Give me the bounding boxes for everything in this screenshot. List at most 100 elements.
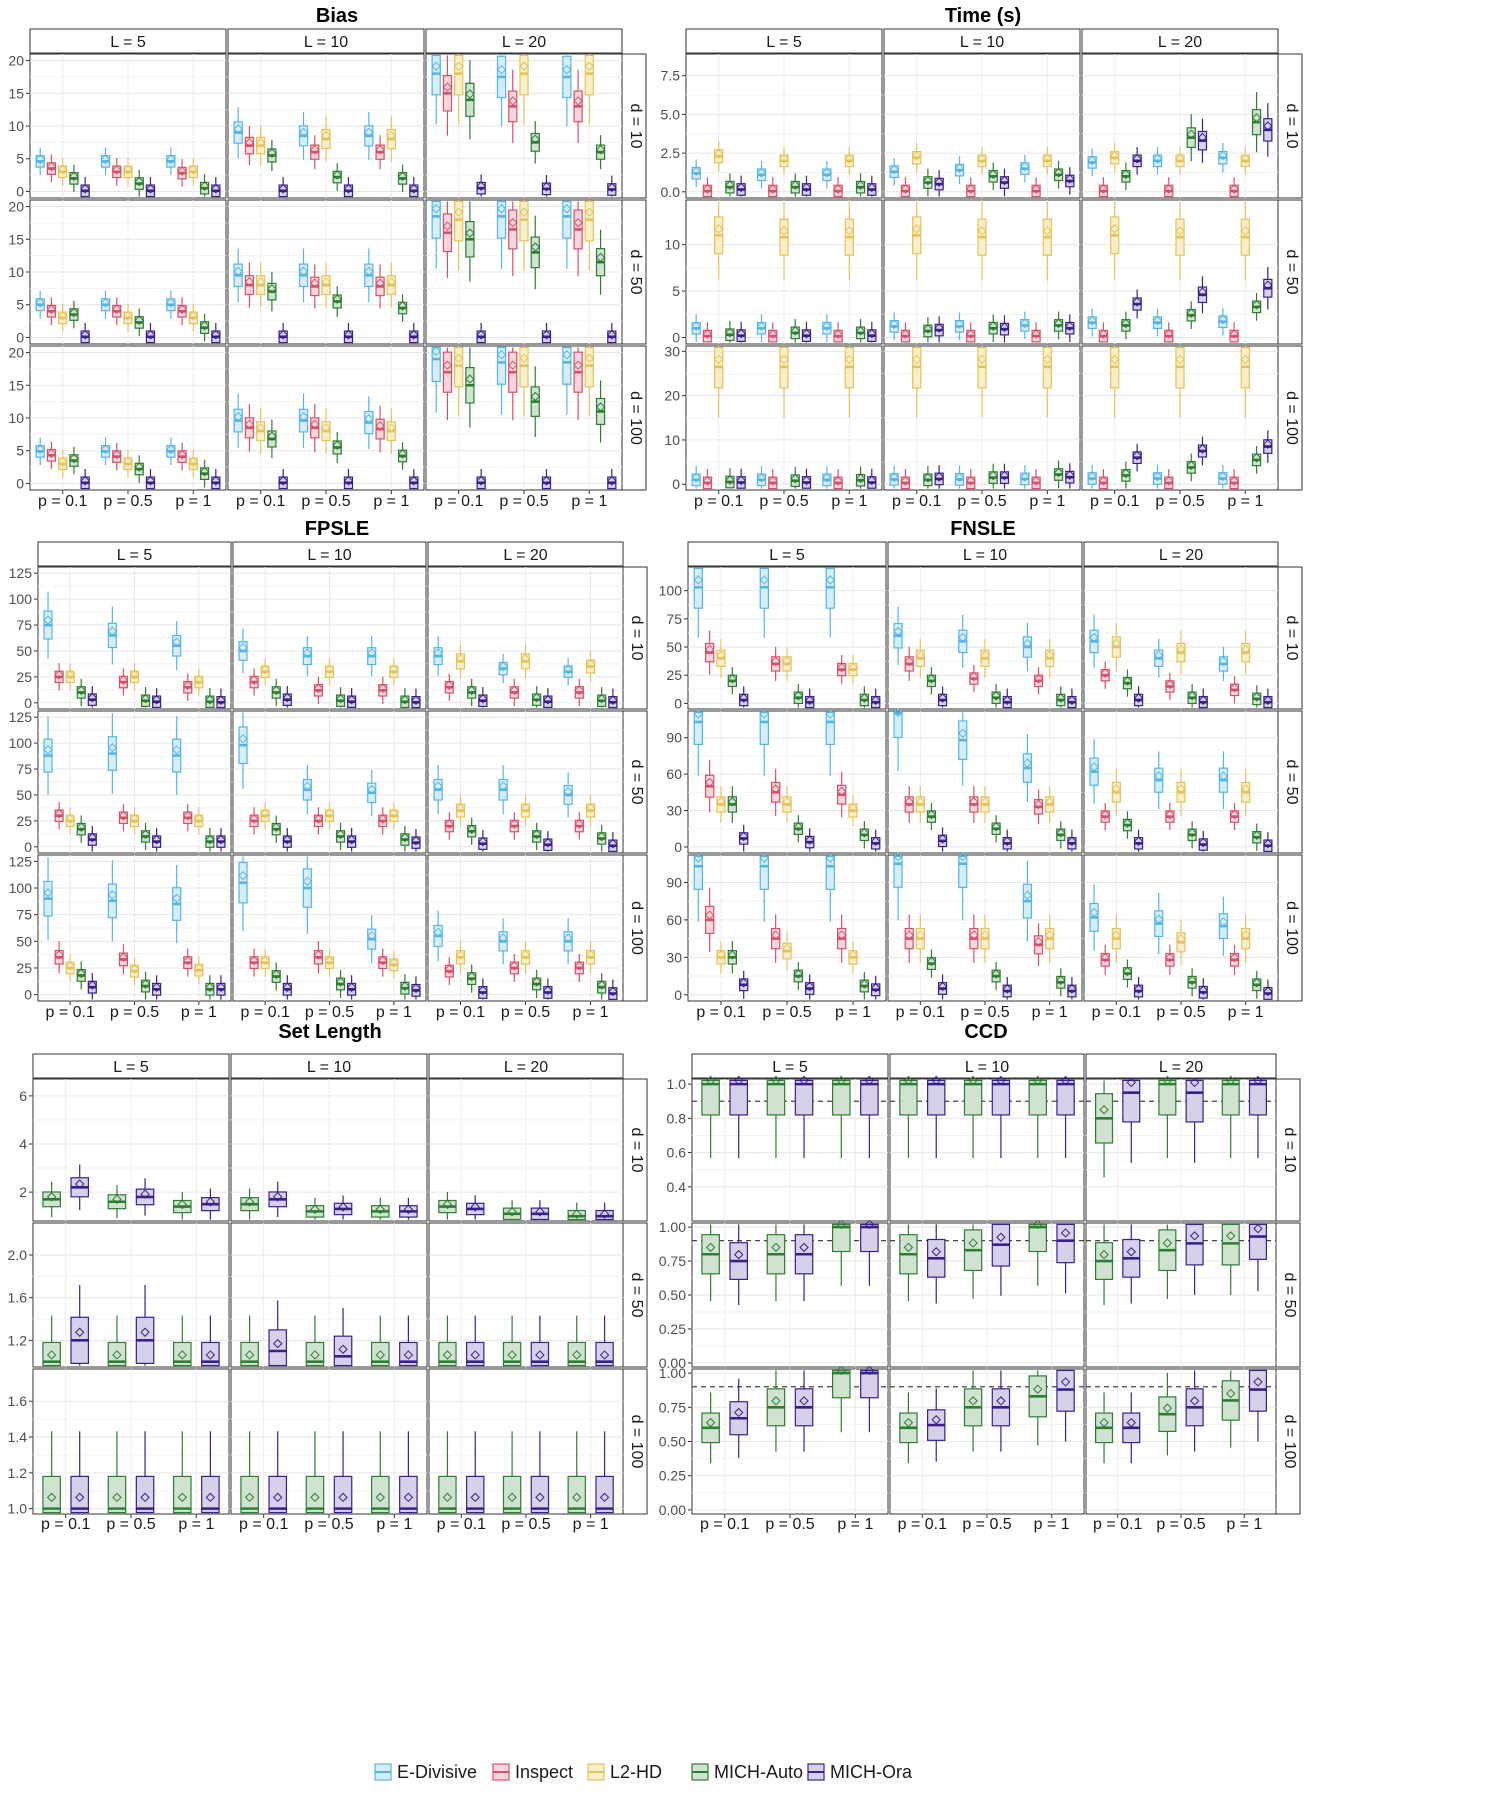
box-inspect-mean-marker	[1164, 329, 1174, 339]
box-inspect	[509, 953, 520, 982]
box-e-divisive	[302, 856, 313, 935]
box-e-divisive-mean-marker	[958, 632, 968, 643]
y-tick-label: 1.2	[8, 1465, 28, 1481]
box-e-divisive	[825, 853, 836, 922]
box-mich-auto-mean-marker	[1252, 830, 1262, 840]
box-mich-auto-mean-marker	[46, 1350, 57, 1360]
box-l2-hd-mean-marker	[386, 277, 397, 287]
box-mich-auto-mean-marker	[926, 809, 937, 820]
box-mich-auto	[1028, 1075, 1047, 1159]
box-e-divisive-box	[562, 346, 572, 385]
box-l2-hd	[915, 914, 926, 963]
box-mich-ora-mean-marker	[151, 982, 162, 992]
box-e-divisive	[1152, 464, 1163, 489]
box-mich-ora	[870, 829, 881, 852]
box-l2-hd-mean-marker	[713, 354, 724, 365]
box-mich-ora-mean-marker	[211, 476, 221, 486]
box-mich-ora-box	[1248, 1223, 1267, 1260]
box-l2-hd	[129, 807, 140, 835]
box-mich-ora	[738, 824, 749, 852]
box-l2-hd	[1240, 914, 1251, 963]
box-inspect-mean-marker	[768, 184, 778, 194]
box-l2-hd	[260, 948, 270, 977]
row-strip	[622, 566, 648, 710]
box-mich-ora	[476, 174, 486, 197]
column-strip	[685, 28, 883, 54]
x-tick-label: p = 1	[1034, 1516, 1070, 1533]
box-mich-auto	[1251, 92, 1262, 153]
box-mich-auto	[963, 1075, 983, 1159]
box-mich-auto-mean-marker	[968, 1075, 978, 1086]
box-l2-hd	[1111, 768, 1122, 816]
y-tick-label: 0	[672, 476, 680, 492]
y-tick-label: 0.50	[659, 1287, 686, 1303]
box-mich-ora	[801, 321, 812, 343]
box-mich-ora	[1067, 977, 1077, 1000]
box-e-divisive-mean-marker	[1087, 155, 1097, 166]
box-l2-hd-mean-marker	[194, 963, 204, 973]
box-mich-auto-mean-marker	[595, 402, 606, 412]
box-mich-ora-mean-marker	[804, 835, 815, 845]
box-mich-auto	[1158, 1075, 1177, 1159]
box-e-divisive-mean-marker	[166, 444, 176, 455]
y-tick-label: 0	[674, 695, 682, 711]
box-l2-hd-mean-marker	[520, 803, 531, 813]
chart-title: Set Length	[278, 1021, 381, 1043]
panel-r1-c2	[889, 1075, 1085, 1222]
box-e-divisive-mean-marker	[825, 853, 836, 863]
column-strip	[29, 28, 227, 54]
column-strip	[32, 1053, 230, 1079]
panel-r2-c1	[29, 199, 227, 345]
box-mich-ora	[1122, 1077, 1141, 1163]
box-e-divisive	[431, 200, 441, 269]
box-mich-ora	[801, 175, 812, 197]
box-mich-ora	[991, 1370, 1011, 1452]
box-inspect-mean-marker	[177, 304, 187, 314]
box-mich-auto-mean-marker	[1162, 1075, 1173, 1086]
box-mich-ora-mean-marker	[1132, 297, 1142, 307]
box-mich-auto-mean-marker	[725, 475, 735, 485]
column-strip-label: L = 10	[307, 547, 351, 564]
x-tick-label: p = 0.5	[962, 1516, 1011, 1533]
box-inspect	[118, 668, 129, 696]
box-mich-auto	[596, 687, 607, 708]
column-strip	[1083, 541, 1279, 567]
box-mich-ora	[343, 322, 354, 344]
box-mich-ora	[1185, 1077, 1204, 1163]
box-mich-ora-mean-marker	[931, 1247, 941, 1257]
box-mich-ora	[1067, 829, 1077, 852]
box-mich-ora	[729, 1378, 749, 1458]
box-mich-ora	[145, 468, 156, 490]
box-l2-hd	[1176, 919, 1186, 965]
box-mich-auto-mean-marker	[596, 980, 607, 990]
legend-label: Inspect	[515, 1762, 573, 1782]
box-mich-auto	[335, 969, 346, 998]
column-strip-label: L = 5	[769, 547, 805, 564]
box-l2-hd	[65, 953, 75, 982]
y-tick-label: 5	[16, 151, 24, 167]
box-l2-hd-mean-marker	[848, 662, 858, 673]
box-mich-ora-mean-marker	[476, 476, 486, 486]
box-e-divisive-mean-marker	[364, 414, 374, 424]
box-mich-auto	[1121, 162, 1131, 191]
box-mich-ora-mean-marker	[87, 980, 98, 990]
row-strip-label: d = 100	[628, 1415, 645, 1469]
box-mich-ora	[870, 975, 881, 1000]
box-mich-auto-mean-marker	[968, 1396, 978, 1406]
box-inspect-mean-marker	[573, 217, 583, 228]
box-mich-auto	[831, 1365, 851, 1433]
box-mich-auto	[1095, 1392, 1114, 1464]
box-mich-auto	[859, 821, 870, 849]
box-mich-ora	[80, 468, 90, 490]
column-strip	[37, 541, 232, 567]
box-mich-auto-mean-marker	[1121, 169, 1131, 180]
box-mich-ora-mean-marker	[205, 1492, 216, 1503]
box-mich-auto	[831, 1075, 851, 1159]
box-mich-ora-mean-marker	[1060, 1377, 1071, 1387]
box-inspect-mean-marker	[46, 161, 57, 172]
box-mich-ora-mean-marker	[1002, 836, 1012, 847]
box-mich-ora-mean-marker	[541, 476, 552, 486]
box-mich-auto-mean-marker	[335, 694, 346, 704]
box-mich-auto-box	[107, 1341, 127, 1367]
